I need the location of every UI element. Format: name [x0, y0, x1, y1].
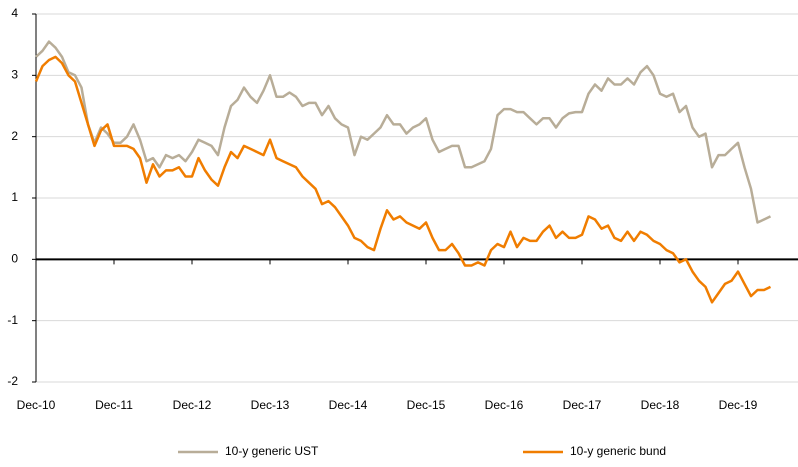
y-tick-label: 2	[11, 129, 18, 143]
series-line	[35, 40, 772, 224]
x-tick-label: Dec-19	[719, 398, 758, 412]
x-tick-label: Dec-16	[485, 398, 524, 412]
x-tick-label: Dec-11	[95, 398, 133, 412]
y-tick-label: -1	[7, 313, 18, 327]
x-tick-label: Dec-17	[563, 398, 602, 412]
series-line	[34, 55, 772, 304]
x-tick-label: Dec-14	[329, 398, 368, 412]
y-tick-label: -2	[7, 374, 18, 388]
legend-label: 10-y generic UST	[225, 444, 319, 458]
x-tick-label: Dec-15	[407, 398, 446, 412]
x-tick-label: Dec-13	[251, 398, 290, 412]
y-tick-label: 0	[11, 252, 18, 266]
y-tick-label: 1	[11, 190, 18, 204]
x-tick-label: Dec-18	[641, 398, 680, 412]
x-tick-label: Dec-12	[173, 398, 212, 412]
x-tick-label: Dec-10	[17, 398, 56, 412]
legend-label: 10-y generic bund	[570, 444, 666, 458]
y-tick-label: 3	[11, 68, 18, 82]
y-tick-label: 4	[11, 6, 18, 20]
